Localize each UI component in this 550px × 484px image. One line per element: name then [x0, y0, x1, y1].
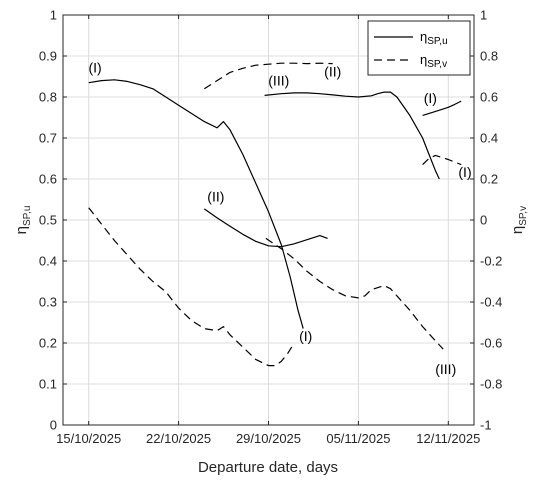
- x-tick-label: 29/10/2025: [236, 431, 301, 446]
- y-tick-label-left: 0.8: [39, 90, 57, 105]
- y-tick-label-right: 0.4: [480, 131, 498, 146]
- y-tick-label-left: 0.9: [39, 49, 57, 64]
- series-line-2: [203, 208, 328, 248]
- y-tick-label-right: 0.2: [480, 172, 498, 187]
- y-tick-label-right: -0.4: [480, 295, 502, 310]
- x-axis-label: Departure date, days: [198, 459, 338, 476]
- annotation-label: (III): [435, 361, 456, 377]
- y-axis-label-right-main: η: [509, 226, 526, 234]
- series-line-3: [264, 91, 440, 180]
- annotation-label: (II): [207, 189, 224, 205]
- y-axis-label-left-sub: SP,u: [22, 206, 33, 226]
- y-tick-label-left: 0.3: [39, 295, 57, 310]
- legend-label-main: η: [420, 52, 427, 67]
- y-tick-label-right: 1: [480, 8, 487, 23]
- series-lines: [88, 62, 462, 367]
- legend-label-sub: SP,u: [427, 36, 447, 47]
- y-tick-label-left: 0.4: [39, 254, 57, 269]
- annotation-label: (III): [268, 73, 289, 89]
- x-tick-label: 12/11/2025: [416, 431, 480, 446]
- x-tick-label: 15/10/2025: [56, 431, 121, 446]
- series-line-5: [203, 62, 333, 90]
- x-tick-label: 22/10/2025: [146, 431, 211, 446]
- y-tick-label-right: 0.6: [480, 90, 498, 105]
- y-tick-label-right: -0.6: [480, 336, 502, 351]
- y-axis-label-left-main: η: [13, 226, 30, 234]
- y-tick-label-left: 0: [50, 418, 57, 433]
- legend-label-2: ηSP,v: [420, 52, 447, 70]
- y-tick-label-left: 0.7: [39, 131, 57, 146]
- y-tick-label-left: 0.6: [39, 172, 57, 187]
- legend-label-sub: SP,v: [427, 59, 447, 70]
- y-axis-label-right: ηSP,v: [509, 206, 529, 234]
- y-tick-label-right: -0.8: [480, 377, 502, 392]
- y-tick-label-right: -1: [480, 418, 492, 433]
- annotation-label: (I): [299, 328, 312, 344]
- series-line-8: [422, 154, 462, 166]
- legend-label-main: η: [420, 29, 427, 44]
- y-tick-label-left: 0.5: [39, 213, 57, 228]
- series-line-7: [265, 237, 444, 350]
- annotation-label: (I): [424, 90, 437, 106]
- axis-ticks: 15/10/2025 22/10/2025 29/10/2025 05/11/2025…: [39, 8, 502, 447]
- series-line-4: [422, 100, 462, 116]
- y-tick-label-right: 0: [480, 213, 487, 228]
- y-tick-label-right: 0.8: [480, 49, 498, 64]
- y-tick-label-left: 1: [50, 8, 57, 23]
- annotations: (I) (II) (III) (II) (I) (I) (I) (III): [89, 59, 472, 376]
- y-tick-label-right: -0.2: [480, 254, 502, 269]
- x-tick-label: 05/11/2025: [326, 431, 390, 446]
- y-axis-label-right-sub: SP,v: [518, 206, 529, 226]
- y-axis-label-left: ηSP,u: [13, 206, 33, 235]
- series-line-1: [88, 79, 304, 329]
- y-tick-label-left: 0.1: [39, 377, 57, 392]
- legend-box: [367, 20, 471, 76]
- legend-label-1: ηSP,u: [420, 29, 448, 47]
- annotation-label: (I): [89, 59, 102, 75]
- annotation-label: (II): [324, 64, 341, 80]
- y-tick-label-left: 0.2: [39, 336, 57, 351]
- series-line-6: [88, 207, 295, 367]
- annotation-label: (I): [458, 164, 471, 180]
